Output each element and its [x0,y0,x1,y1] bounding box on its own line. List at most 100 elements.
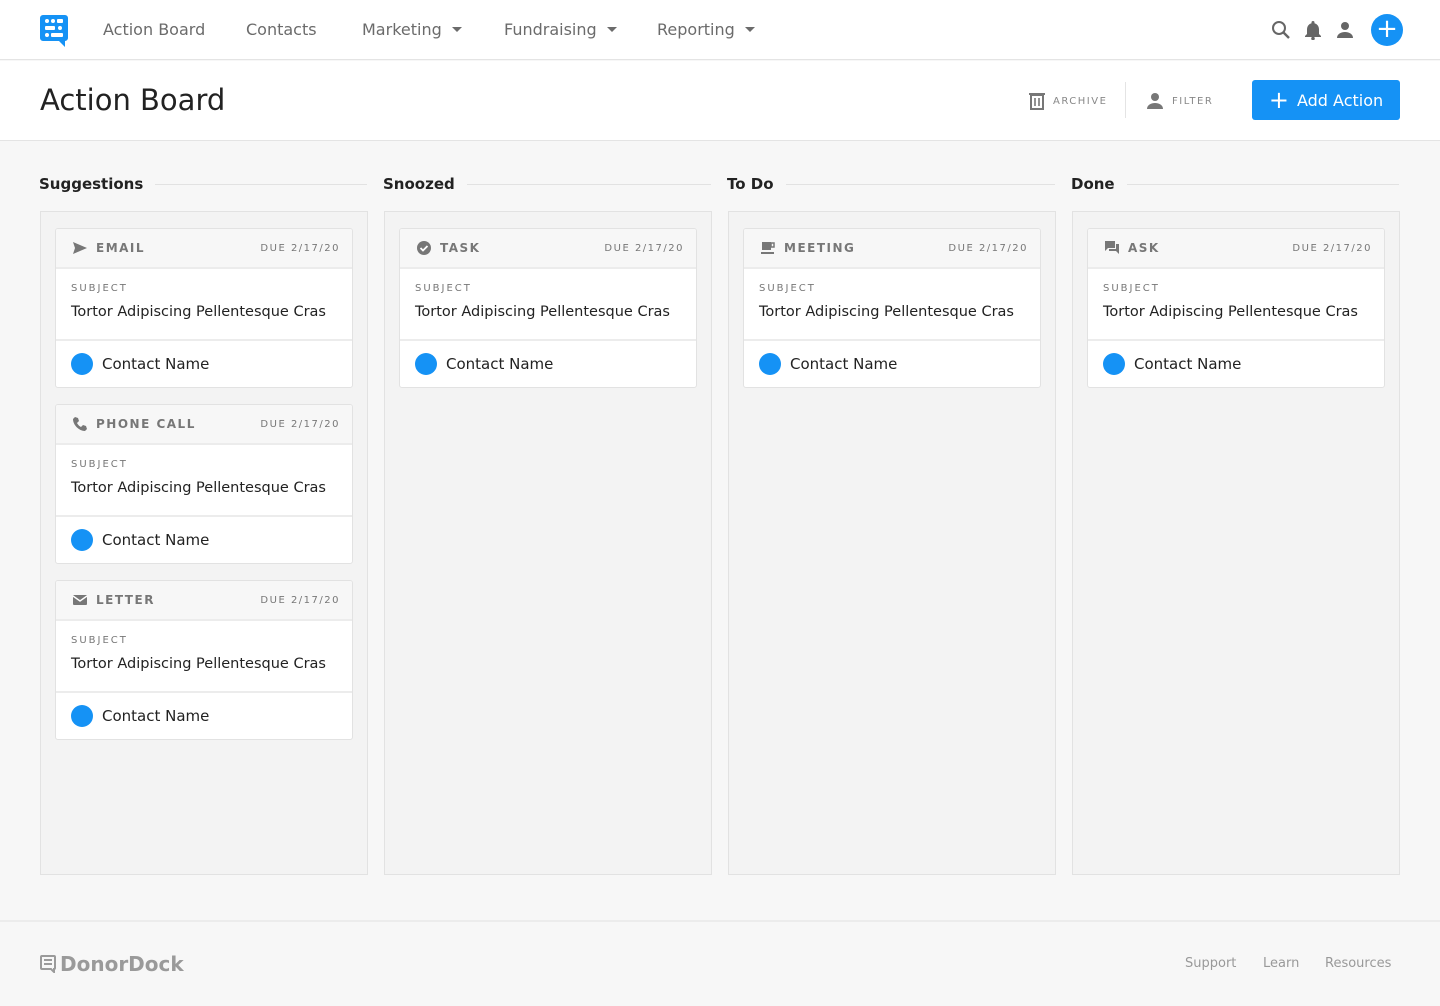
divider [1126,183,1399,185]
send-icon [73,242,87,254]
chevron-down-icon [606,27,617,32]
user-icon [1147,93,1163,109]
nav-label: Fundraising [504,20,597,39]
user-icon[interactable] [1336,20,1354,40]
add-action-label: Add Action [1296,90,1384,110]
subject-text: Tortor Adipiscing Pellentesque Cras [71,480,326,496]
subject-text: Tortor Adipiscing Pellentesque Cras [1103,304,1358,320]
column-title: Done [1071,175,1115,193]
subject-label: SUBJECT [759,283,816,294]
column-title: Suggestions [39,175,144,193]
chevron-down-icon [744,27,755,32]
contact-name: Contact Name [446,355,554,373]
nav-marketing[interactable]: Marketing [362,20,462,39]
plus-icon: + [1268,86,1289,114]
due-date: DUE 2/17/20 [260,594,340,606]
column-suggestions[interactable]: EMAIL DUE 2/17/20 SUBJECT Tortor Adipisc… [40,211,368,875]
action-type-label: LETTER [96,593,155,607]
nav-reporting[interactable]: Reporting [657,20,755,39]
phone-icon [73,417,87,431]
card-header: MEETING DUE 2/17/20 [744,229,1040,269]
action-card[interactable]: EMAIL DUE 2/17/20 SUBJECT Tortor Adipisc… [55,228,353,388]
top-nav: Action Board Contacts Marketing Fundrais… [0,0,1440,60]
subject-section: SUBJECT Tortor Adipiscing Pellentesque C… [744,269,1040,341]
contact-link[interactable]: Contact Name [56,693,352,739]
subject-label: SUBJECT [71,459,128,470]
action-card[interactable]: LETTER DUE 2/17/20 SUBJECT Tortor Adipis… [55,580,353,740]
archive-button[interactable]: ARCHIVE [1029,92,1107,110]
nav-fundraising[interactable]: Fundraising [504,20,617,39]
filter-label: FILTER [1172,95,1214,107]
contact-name: Contact Name [1134,355,1242,373]
column-title: To Do [727,175,774,193]
footer-link-learn[interactable]: Learn [1263,956,1300,971]
footer: DonorDock Support Learn Resources [0,920,1440,1006]
quick-add-button[interactable]: + [1371,14,1403,46]
nav-contacts[interactable]: Contacts [246,20,317,39]
mail-icon [72,595,88,605]
avatar [1103,353,1125,375]
divider [466,183,711,185]
chevron-down-icon [451,27,462,32]
action-card[interactable]: MEETING DUE 2/17/20 SUBJECT Tortor Adipi… [743,228,1041,388]
logo-icon[interactable] [40,15,68,47]
search-icon[interactable] [1271,20,1291,40]
subject-section: SUBJECT Tortor Adipiscing Pellentesque C… [400,269,696,341]
subject-section: SUBJECT Tortor Adipiscing Pellentesque C… [56,269,352,341]
divider [1125,82,1126,118]
action-type: EMAIL [72,240,145,256]
action-type: ASK [1104,240,1160,256]
action-card[interactable]: TASK DUE 2/17/20 SUBJECT Tortor Adipisci… [399,228,697,388]
action-type: PHONE CALL [72,416,196,432]
subject-label: SUBJECT [71,283,128,294]
subject-section: SUBJECT Tortor Adipiscing Pellentesque C… [1088,269,1384,341]
column-done[interactable]: ASK DUE 2/17/20 SUBJECT Tortor Adipiscin… [1072,211,1400,875]
contact-link[interactable]: Contact Name [56,341,352,387]
due-date: DUE 2/17/20 [1292,242,1372,254]
subject-text: Tortor Adipiscing Pellentesque Cras [71,304,326,320]
footer-brand[interactable]: DonorDock [40,952,184,976]
nav-label: Marketing [362,20,442,39]
action-type: TASK [416,240,480,256]
contact-link[interactable]: Contact Name [56,517,352,563]
subject-label: SUBJECT [415,283,472,294]
contact-link[interactable]: Contact Name [400,341,696,387]
logo-icon [40,955,56,973]
column-to-do[interactable]: MEETING DUE 2/17/20 SUBJECT Tortor Adipi… [728,211,1056,875]
due-date: DUE 2/17/20 [948,242,1028,254]
due-date: DUE 2/17/20 [604,242,684,254]
column-title: Snoozed [383,175,455,193]
contact-name: Contact Name [102,355,210,373]
title-bar: Action Board ARCHIVE FILTER + Add Action [0,61,1440,141]
brand-name: DonorDock [60,952,184,976]
nav-action-board[interactable]: Action Board [103,20,205,39]
add-action-button[interactable]: + Add Action [1252,80,1400,120]
divider [785,183,1055,185]
divider [155,183,367,185]
action-card[interactable]: ASK DUE 2/17/20 SUBJECT Tortor Adipiscin… [1087,228,1385,388]
subject-label: SUBJECT [1103,283,1160,294]
bell-icon[interactable] [1304,20,1322,40]
chat-icon [1105,241,1119,254]
footer-link-support[interactable]: Support [1185,956,1237,971]
subject-section: SUBJECT Tortor Adipiscing Pellentesque C… [56,445,352,517]
card-header: ASK DUE 2/17/20 [1088,229,1384,269]
page-title: Action Board [40,83,226,117]
avatar [759,353,781,375]
column-snoozed[interactable]: TASK DUE 2/17/20 SUBJECT Tortor Adipisci… [384,211,712,875]
footer-link-resources[interactable]: Resources [1325,956,1392,971]
contact-link[interactable]: Contact Name [744,341,1040,387]
nav-label: Reporting [657,20,735,39]
action-type-label: MEETING [784,241,856,255]
avatar [71,529,93,551]
filter-button[interactable]: FILTER [1146,92,1213,110]
check-circle-icon [417,241,431,255]
action-type-label: EMAIL [96,241,146,255]
column-header: To Do [727,174,1055,194]
nav-label: Contacts [246,20,317,39]
action-card[interactable]: PHONE CALL DUE 2/17/20 SUBJECT Tortor Ad… [55,404,353,564]
contact-link[interactable]: Contact Name [1088,341,1384,387]
due-date: DUE 2/17/20 [260,418,340,430]
contact-name: Contact Name [102,707,210,725]
column-header: Snoozed [383,174,711,194]
